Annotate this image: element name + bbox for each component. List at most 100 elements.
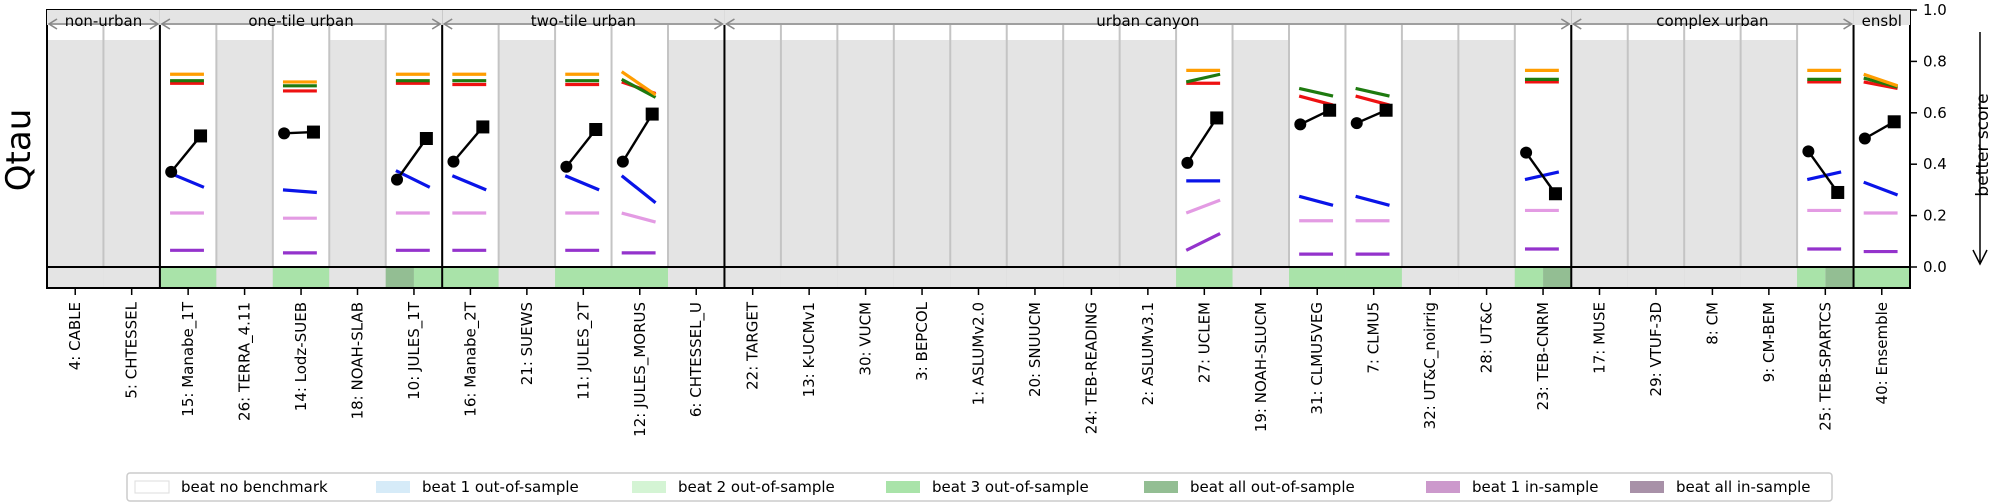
column-bg bbox=[1232, 40, 1289, 267]
score-line-pink bbox=[621, 211, 656, 224]
connector-line bbox=[1807, 150, 1839, 194]
group-arrow-head bbox=[714, 18, 724, 30]
group-arrow-head bbox=[149, 18, 160, 30]
connector-line bbox=[1186, 117, 1218, 164]
legend-swatch bbox=[376, 481, 410, 493]
square-marker bbox=[194, 129, 208, 143]
connector-line bbox=[621, 113, 654, 163]
circle-marker bbox=[391, 173, 404, 186]
group-arrow-head bbox=[160, 18, 171, 30]
x-tick-label: 23: TEB-CNRM bbox=[1534, 302, 1552, 410]
x-tick-label: 29: VTUF-3D bbox=[1647, 302, 1665, 396]
column-bg bbox=[329, 40, 386, 267]
bench-cell bbox=[1345, 267, 1402, 288]
circle-marker bbox=[165, 165, 178, 178]
square-marker bbox=[419, 132, 433, 145]
score-line-red bbox=[1355, 94, 1390, 107]
bench-cell bbox=[611, 267, 668, 288]
x-tick-label: 32: UT&C_noirrig bbox=[1421, 302, 1440, 429]
x-tick-label: 28: UT&C bbox=[1478, 302, 1496, 373]
bench-cell bbox=[1853, 267, 1910, 288]
bench-cell bbox=[950, 267, 1007, 288]
column-bg bbox=[442, 40, 499, 267]
score-line-blue bbox=[1298, 194, 1334, 207]
legend-swatch bbox=[632, 481, 666, 493]
x-tick-label: 4: CABLE bbox=[66, 302, 84, 370]
group-label: non-urban bbox=[65, 12, 143, 30]
legend-box bbox=[126, 472, 1833, 502]
legend: beat no benchmark beat 1 out-of-sample bea… bbox=[126, 472, 1833, 502]
bench-cell bbox=[413, 267, 443, 288]
score-line-green bbox=[1863, 76, 1898, 89]
bench-cell bbox=[1543, 267, 1572, 288]
y-tick-label: 0.0 bbox=[1923, 258, 1947, 276]
y-tick-label: 0.6 bbox=[1923, 104, 1947, 122]
x-tick-label: 7: CLMU5 bbox=[1365, 302, 1383, 374]
square-marker bbox=[589, 123, 603, 137]
column-bg bbox=[1458, 40, 1515, 267]
score-line-purple bbox=[1185, 232, 1221, 252]
x-tick-label: 8: CM bbox=[1703, 302, 1721, 345]
bench-cell bbox=[216, 267, 273, 288]
x-tick-label: 30: VUCM bbox=[857, 302, 875, 376]
column-bg bbox=[159, 40, 217, 267]
legend-swatch bbox=[134, 480, 170, 494]
circle-marker bbox=[1350, 117, 1363, 130]
x-tick-label: 21: SUEWS bbox=[518, 302, 536, 385]
group-header-bg bbox=[442, 10, 725, 25]
circle-marker bbox=[1294, 118, 1307, 131]
group-arrow-head bbox=[442, 18, 453, 30]
bench-cell bbox=[668, 267, 725, 288]
score-line-blue bbox=[451, 174, 487, 192]
column-bg bbox=[1289, 40, 1346, 267]
bench-cell bbox=[893, 267, 951, 288]
column-bg bbox=[47, 40, 104, 267]
column-bg bbox=[498, 40, 556, 267]
circle-marker bbox=[447, 155, 460, 168]
score-line-pink bbox=[1185, 198, 1221, 215]
square-marker bbox=[1887, 115, 1901, 129]
column-bg bbox=[1401, 40, 1459, 267]
bench-cell bbox=[1684, 267, 1741, 288]
group-label: urban canyon bbox=[1096, 12, 1199, 30]
bench-cell bbox=[442, 267, 499, 288]
x-tick-label: 24: TEB-READING bbox=[1082, 302, 1100, 434]
column-bg bbox=[272, 40, 330, 267]
group-header-bg bbox=[1571, 10, 1854, 25]
legend-label: beat 1 in-sample bbox=[1472, 478, 1599, 496]
bench-cell bbox=[1176, 267, 1233, 288]
x-tick-label: 2: ASLUMv3.1 bbox=[1139, 302, 1157, 405]
column-bg bbox=[555, 40, 612, 267]
score-line-orange bbox=[620, 70, 657, 97]
group-label: two-tile urban bbox=[531, 12, 636, 30]
x-tick-label: 5: CHTESSEL bbox=[123, 301, 141, 398]
circle-marker bbox=[1181, 156, 1194, 169]
x-tick-label: 25: TEB-SPARTCS bbox=[1816, 302, 1834, 431]
score-line-blue bbox=[1806, 170, 1842, 182]
square-marker bbox=[1210, 111, 1224, 125]
legend-label: beat 2 out-of-sample bbox=[678, 478, 835, 496]
bench-cell bbox=[385, 267, 414, 288]
bench-cell bbox=[1401, 267, 1459, 288]
score-line-blue bbox=[620, 174, 657, 205]
x-tick-label: 19: NOAH-SLUCM bbox=[1252, 302, 1270, 432]
legend-swatch bbox=[1144, 481, 1178, 493]
legend-label: beat all out-of-sample bbox=[1190, 478, 1355, 496]
group-header-bg bbox=[47, 10, 160, 25]
bench-cell bbox=[1627, 267, 1685, 288]
bench-cell bbox=[1740, 267, 1798, 288]
square-marker bbox=[1379, 103, 1393, 117]
column-bg bbox=[216, 40, 273, 267]
score-line-green bbox=[620, 77, 657, 99]
square-marker bbox=[645, 107, 659, 121]
legend-label: beat no benchmark bbox=[181, 478, 328, 496]
score-line-green bbox=[1298, 86, 1334, 98]
score-markers bbox=[165, 103, 1901, 201]
score-line-blue bbox=[282, 188, 317, 195]
legend-label: beat 3 out-of-sample bbox=[932, 478, 1089, 496]
x-tick-label: 27: UCLEM bbox=[1195, 302, 1213, 383]
score-line-blue bbox=[564, 174, 600, 192]
legend-swatch bbox=[1426, 481, 1460, 493]
column-bg bbox=[1627, 40, 1685, 267]
legend-label: beat all in-sample bbox=[1676, 478, 1811, 496]
